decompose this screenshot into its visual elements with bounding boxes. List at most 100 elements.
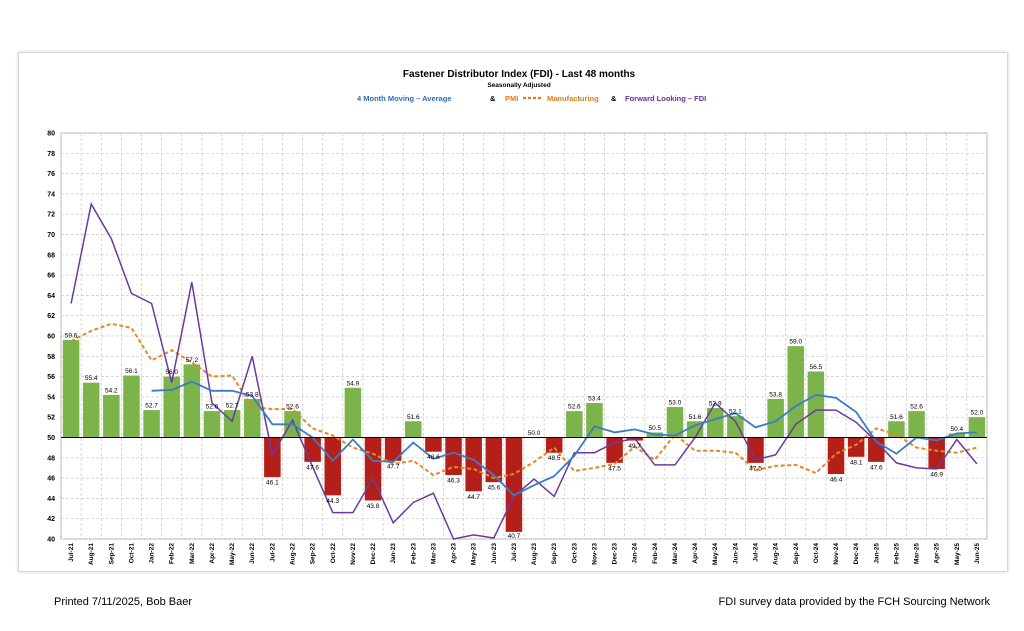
data-label: 52.6 (286, 404, 299, 411)
bar (727, 416, 744, 438)
data-label: 53.8 (246, 391, 259, 398)
chart-frame: Fastener Distributor Index (FDI) - Last … (18, 52, 1008, 572)
data-label: 59.0 (789, 339, 802, 346)
y-tick-label: 56 (47, 374, 55, 381)
data-label: 46.9 (930, 471, 943, 478)
x-tick-label: Mar-22 (189, 543, 196, 564)
x-tick-label: Sep-23 (551, 543, 558, 565)
data-label: 52.0 (971, 410, 984, 417)
bar (787, 346, 805, 438)
legend-amp-2: & (611, 94, 617, 103)
x-tick-label: Aug-22 (290, 543, 297, 565)
data-label: 44.7 (467, 494, 480, 501)
x-tick-label: Sep-21 (108, 543, 115, 565)
bar (123, 375, 140, 438)
bar (304, 437, 321, 462)
legend-pmi-label: PMI (505, 94, 518, 103)
footer-printed: Printed 7/11/2025, Bob Baer (54, 596, 193, 608)
x-tick-label: May-24 (712, 543, 719, 565)
x-tick-label: Jul-24 (753, 543, 760, 562)
bar (82, 382, 100, 438)
y-tick-label: 70 (47, 232, 55, 239)
data-label: 50.5 (649, 425, 662, 432)
data-label: 52.6 (910, 404, 923, 411)
fdi-chart: Fastener Distributor Index (FDI) - Last … (47, 69, 988, 565)
data-label: 47.6 (870, 464, 883, 471)
x-tick-label: Oct-24 (813, 543, 820, 564)
footer-source: FDI survey data provided by the FCH Sour… (718, 596, 990, 608)
y-tick-label: 60 (47, 334, 55, 341)
y-tick-label: 80 (47, 131, 55, 138)
x-tick-label: Feb-22 (169, 543, 176, 564)
data-label: 52.1 (729, 409, 742, 416)
bar (928, 437, 945, 469)
data-label: 47.5 (749, 465, 762, 472)
legend-manufacturing-label: Manufacturing (547, 94, 599, 103)
x-tick-label: Sep-22 (310, 543, 317, 565)
data-label: 47.7 (387, 463, 400, 470)
y-tick-label: 68 (47, 252, 55, 259)
y-tick-label: 48 (47, 455, 55, 462)
data-label: 54.2 (105, 387, 118, 394)
data-label: 56.1 (125, 368, 138, 375)
x-tick-label: Jan-24 (632, 543, 639, 564)
bar (827, 437, 845, 475)
bar (908, 411, 925, 438)
bar (686, 421, 704, 438)
data-label: 53.0 (669, 400, 682, 407)
x-tick-label: Aug-21 (88, 543, 95, 565)
data-label: 50.4 (950, 426, 963, 433)
data-label: 54.9 (347, 380, 360, 387)
data-label: 47.5 (608, 465, 621, 472)
x-tick-label: May-25 (954, 543, 961, 565)
bar (445, 437, 462, 476)
data-label: 51.6 (407, 414, 420, 421)
x-tick-label: Aug-24 (773, 543, 780, 565)
data-label: 53.8 (769, 391, 782, 398)
bar (384, 437, 402, 461)
y-tick-label: 40 (47, 537, 55, 544)
bar (324, 437, 342, 496)
y-tick-label: 66 (47, 273, 55, 280)
y-tick-label: 58 (47, 354, 55, 361)
data-label: 40.7 (508, 533, 521, 540)
x-tick-label: Jun-23 (491, 543, 498, 564)
x-tick-label: Sep-24 (793, 543, 800, 565)
x-tick-label: Oct-22 (330, 543, 337, 564)
data-label: 57.2 (186, 357, 199, 364)
x-tick-label: Feb-23 (410, 543, 417, 564)
bar (103, 394, 120, 438)
data-label: 55.4 (85, 375, 98, 382)
data-label: 46.4 (830, 477, 843, 484)
x-tick-label: Dec-22 (370, 543, 377, 565)
x-tick-label: Feb-24 (652, 543, 659, 564)
y-tick-label: 52 (47, 415, 55, 422)
x-tick-label: Mar-24 (672, 543, 679, 564)
y-tick-label: 62 (47, 313, 55, 320)
data-label: 46.1 (266, 480, 279, 487)
x-tick-label: Jan-23 (390, 543, 397, 564)
x-tick-label: Jun-24 (732, 543, 739, 564)
y-tick-label: 72 (47, 212, 55, 219)
data-label: 48.1 (850, 459, 863, 466)
data-label: 51.6 (890, 414, 903, 421)
data-label: 44.3 (326, 498, 339, 505)
bar (344, 387, 362, 438)
data-label: 46.3 (447, 478, 460, 485)
lines (70, 202, 978, 540)
data-label: 52.6 (206, 404, 219, 411)
data-label: 48.5 (548, 455, 561, 462)
gridlines (60, 132, 988, 540)
x-tick-label: Oct-21 (129, 543, 136, 564)
moving-average-line (151, 380, 977, 497)
data-label: 51.6 (689, 414, 702, 421)
x-tick-label: Apr-23 (451, 543, 458, 564)
legend-ma-label: 4 Month Moving – Average (357, 94, 451, 103)
forward-looking-line (70, 202, 978, 540)
y-tick-label: 44 (47, 496, 55, 503)
x-tick-label: Apr-24 (692, 543, 699, 564)
chart-subtitle: Seasonally Adjusted (487, 82, 550, 89)
data-label: 59.6 (65, 333, 78, 340)
bar (888, 421, 905, 438)
y-tick-label: 50 (47, 435, 55, 442)
